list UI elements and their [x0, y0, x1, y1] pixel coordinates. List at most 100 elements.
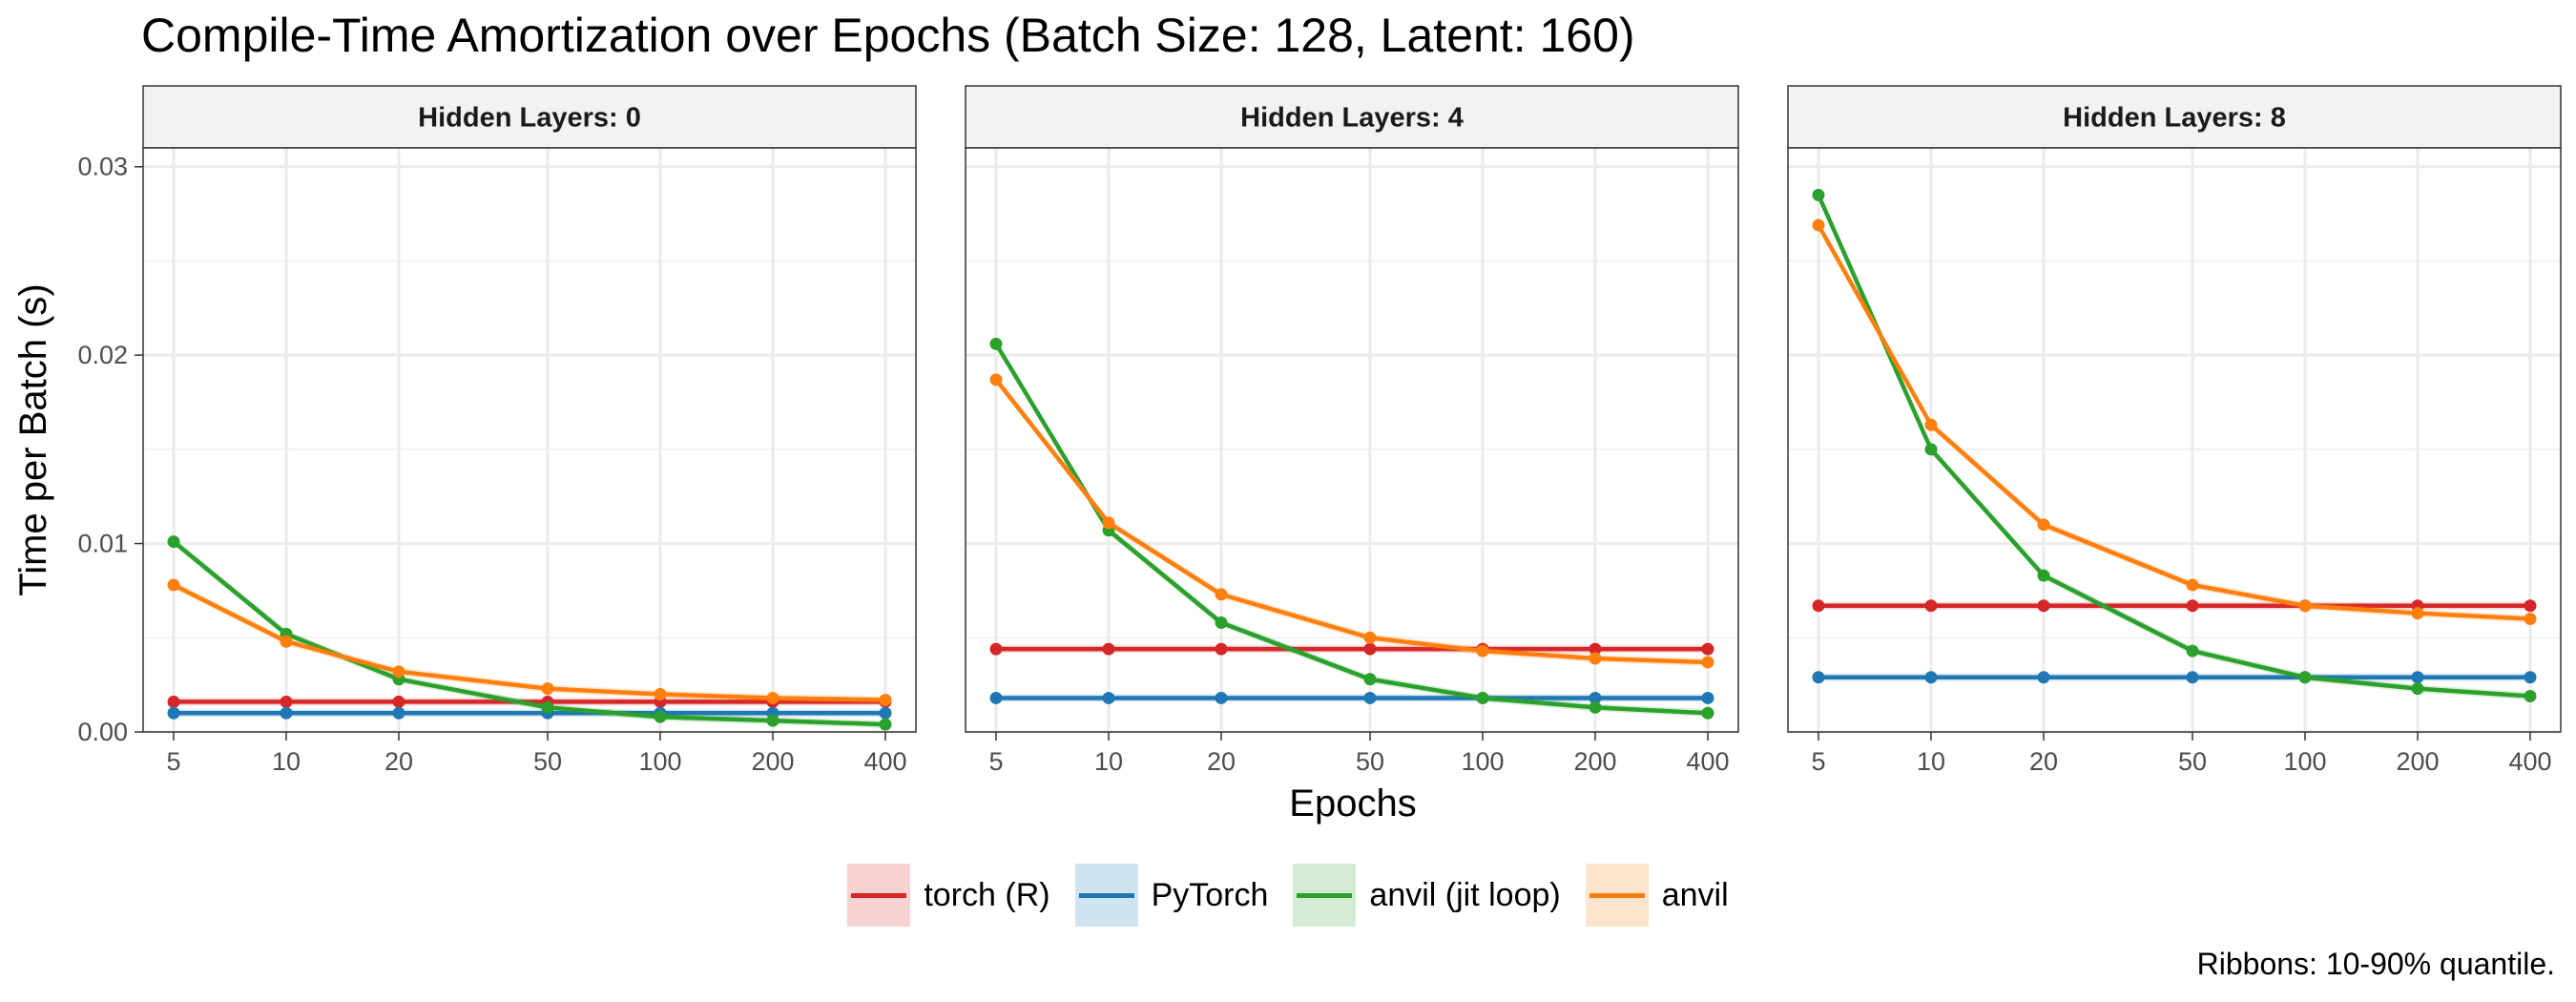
data-point	[1589, 691, 1602, 704]
data-point	[766, 714, 779, 727]
data-point	[167, 535, 180, 549]
data-point	[541, 682, 554, 696]
data-point	[2524, 671, 2537, 684]
data-point	[1812, 599, 1825, 613]
data-point	[1476, 691, 1489, 704]
x-tick-label: 5	[166, 747, 180, 776]
data-point	[879, 693, 892, 706]
x-tick-label: 50	[1356, 747, 1384, 776]
data-point	[1701, 642, 1714, 656]
legend-key-line	[1589, 893, 1645, 898]
legend-key-line	[1078, 893, 1134, 898]
x-tick-label: 400	[1686, 747, 1729, 776]
y-tick-label: 0.01	[77, 530, 128, 558]
facet-strip-label: Hidden Layers: 0	[418, 103, 641, 134]
data-point	[1924, 671, 1938, 684]
data-point	[1476, 644, 1489, 658]
y-tick-label: 0.02	[77, 341, 128, 369]
data-point	[1924, 418, 1938, 431]
data-point	[1363, 642, 1377, 656]
data-point	[989, 373, 1003, 386]
data-point	[879, 718, 892, 731]
x-tick-label: 5	[988, 747, 1003, 776]
x-tick-label: 100	[1461, 747, 1504, 776]
data-point	[1215, 616, 1228, 629]
chart-title: Compile-Time Amortization over Epochs (B…	[141, 9, 1635, 62]
y-tick-label: 0.03	[77, 153, 128, 181]
data-point	[1812, 219, 1825, 232]
x-tick-label: 100	[638, 747, 681, 776]
data-point	[541, 700, 554, 714]
legend-label: anvil	[1661, 876, 1729, 913]
data-point	[2298, 671, 2312, 684]
x-tick-label: 200	[1573, 747, 1616, 776]
data-point	[989, 642, 1003, 656]
data-point	[989, 337, 1003, 350]
data-point	[1812, 188, 1825, 201]
data-point	[2186, 671, 2199, 684]
data-point	[392, 706, 405, 720]
facet-strip	[965, 85, 1739, 149]
data-point	[2186, 599, 2199, 613]
data-point	[1701, 706, 1714, 720]
data-point	[2037, 518, 2050, 532]
panel-background	[143, 148, 916, 732]
data-point	[1102, 642, 1115, 656]
legend-label: torch (R)	[924, 876, 1050, 913]
data-point	[1363, 631, 1377, 644]
x-tick-label: 5	[1811, 747, 1825, 776]
data-point	[392, 695, 405, 708]
data-point	[2524, 613, 2537, 626]
legend-key	[1293, 864, 1357, 927]
y-tick-label: 0.00	[77, 718, 128, 746]
x-tick-label: 200	[751, 747, 794, 776]
data-point	[2186, 644, 2199, 658]
data-point	[1589, 700, 1602, 714]
x-axis-title: Epochs	[1289, 783, 1416, 825]
data-point	[654, 688, 667, 701]
x-tick-label: 400	[2508, 747, 2551, 776]
data-point	[2037, 671, 2050, 684]
legend-key	[1074, 864, 1138, 927]
data-point	[2298, 599, 2312, 613]
data-point	[2524, 689, 2537, 702]
data-point	[392, 665, 405, 678]
data-point	[2037, 599, 2050, 613]
data-point	[1363, 673, 1377, 686]
data-point	[1363, 691, 1377, 704]
data-point	[1589, 642, 1602, 656]
legend-key	[1585, 864, 1649, 927]
data-point	[167, 578, 180, 592]
panel-background	[1788, 148, 2561, 732]
data-point	[1215, 588, 1228, 601]
legend-label: anvil (jit loop)	[1369, 876, 1561, 913]
data-point	[1924, 443, 1938, 456]
x-tick-label: 200	[2396, 747, 2439, 776]
facet-strip-label: Hidden Layers: 4	[1240, 103, 1464, 134]
data-point	[1215, 642, 1228, 656]
data-point	[654, 710, 667, 723]
data-point	[2411, 671, 2424, 684]
x-tick-label: 100	[2283, 747, 2326, 776]
panel-border	[1787, 147, 2562, 733]
data-point	[1701, 691, 1714, 704]
data-point	[1215, 691, 1228, 704]
data-point	[2411, 607, 2424, 620]
x-tick-label: 20	[2029, 747, 2058, 776]
legend-item: PyTorch	[1074, 864, 1268, 927]
data-point	[1589, 652, 1602, 665]
panel-border	[965, 147, 1739, 733]
facet-strip	[1787, 85, 2562, 149]
x-tick-label: 10	[1917, 747, 1945, 776]
data-point	[2037, 569, 2050, 582]
legend-item: anvil (jit loop)	[1293, 864, 1561, 927]
data-point	[280, 706, 293, 720]
data-point	[2524, 599, 2537, 613]
data-point	[1701, 656, 1714, 669]
data-point	[1924, 599, 1938, 613]
data-point	[879, 706, 892, 720]
data-point	[766, 691, 779, 704]
x-tick-label: 50	[2178, 747, 2207, 776]
x-tick-label: 50	[533, 747, 562, 776]
